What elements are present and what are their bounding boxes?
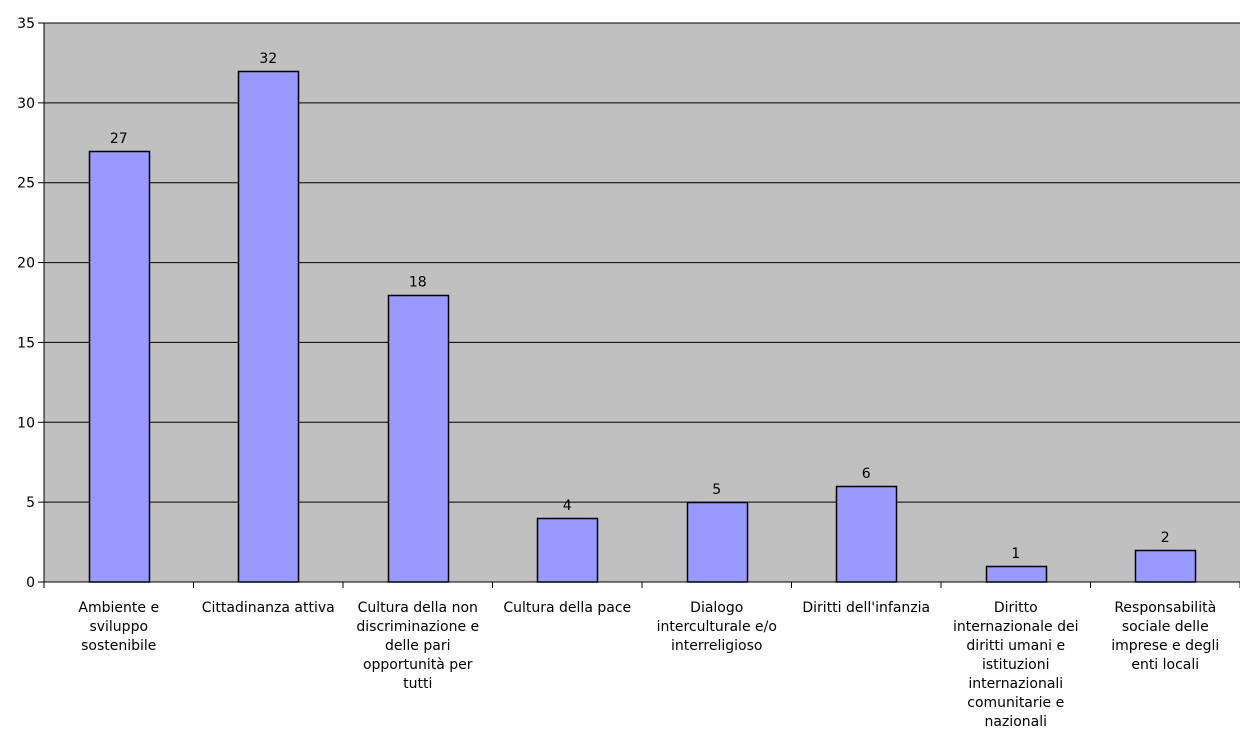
data-label: 18: [409, 275, 427, 291]
x-tick-label: Diritto internazionale dei diritti umani e…: [953, 600, 1078, 730]
plot-area: [44, 23, 1240, 582]
bar: [536, 517, 599, 583]
bar: [88, 150, 151, 583]
y-tick-labels: 0 5 10 15 20 25 30 35: [17, 16, 35, 591]
x-tick-label: Ambiente e sviluppo sostenibile: [78, 600, 159, 654]
y-tick-label: 5: [26, 495, 35, 511]
data-label: 4: [563, 498, 572, 514]
x-tick-label: Cultura della pace: [503, 600, 631, 616]
bar: [387, 294, 450, 583]
y-tick-label: 15: [17, 335, 35, 351]
data-label: 1: [1011, 546, 1020, 562]
bar: [985, 565, 1048, 583]
x-tick-label: Cittadinanza attiva: [202, 600, 335, 616]
y-tick-label: 35: [17, 16, 35, 32]
data-label: 6: [862, 466, 871, 482]
data-label: 32: [259, 51, 277, 67]
category-labels: Ambiente e sviluppo sostenibile Cittadinanz…: [78, 600, 1219, 730]
x-tick-label: Cultura della non discriminazione e delle …: [356, 600, 479, 692]
axes: [38, 22, 1240, 588]
data-label: 27: [110, 131, 128, 147]
y-tick-label: 20: [17, 256, 35, 272]
bar: [686, 501, 749, 583]
bars: [88, 70, 1197, 583]
bar: [237, 70, 300, 583]
bar: [1134, 549, 1197, 583]
x-tick-label: Responsabilità sociale delle imprese e deg…: [1111, 600, 1219, 673]
x-tick-label: Dialogo interculturale e/o interreligioso: [657, 600, 777, 654]
data-label: 5: [712, 482, 721, 498]
y-tick-label: 0: [26, 575, 35, 591]
y-tick-label: 10: [17, 415, 35, 431]
data-labels: 27 32 18 4 5 6 1 2: [110, 51, 1170, 562]
y-tick-label: 30: [17, 96, 35, 112]
data-label: 2: [1161, 530, 1170, 546]
bar: [835, 485, 898, 583]
y-tick-label: 25: [17, 176, 35, 192]
x-tick-label: Diritti dell'infanzia: [802, 600, 930, 616]
